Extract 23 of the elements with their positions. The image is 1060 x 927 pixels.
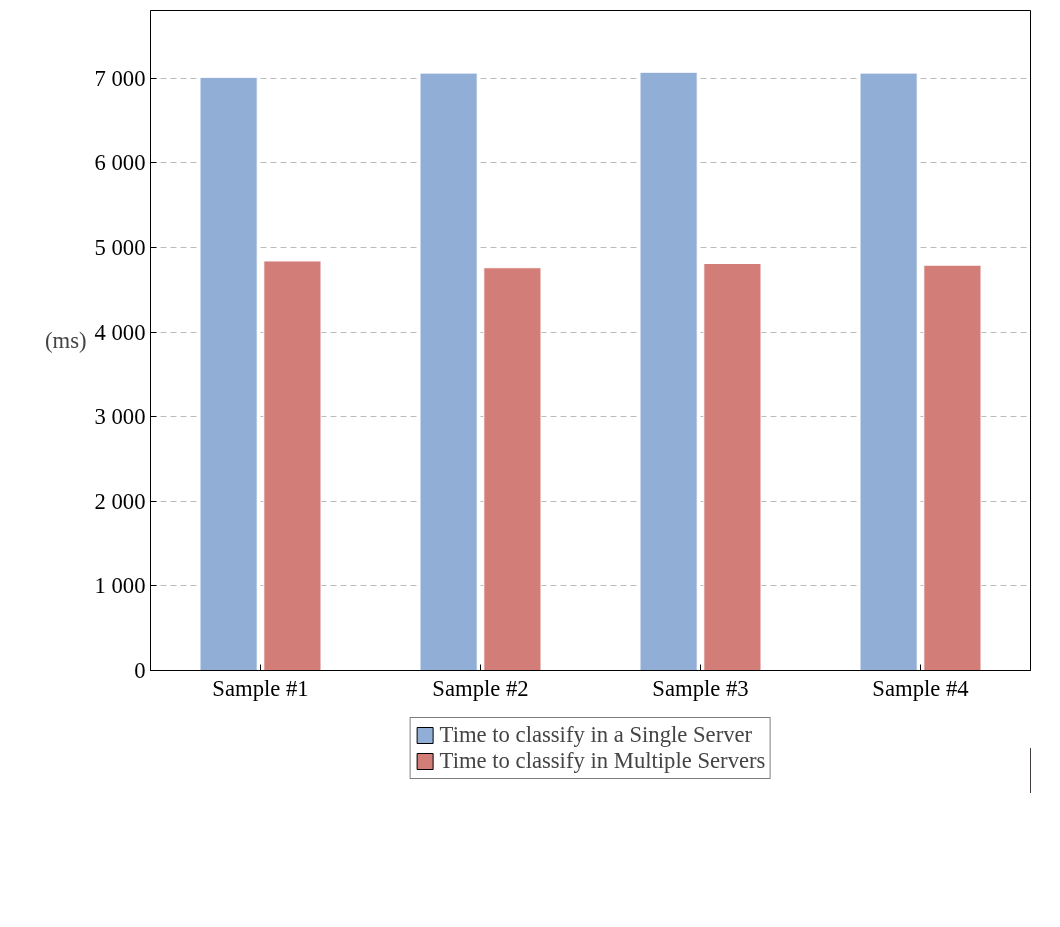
legend-label: Time to classify in Multiple Servers xyxy=(439,748,766,774)
bar xyxy=(483,267,542,671)
x-tick-label: Sample #1 xyxy=(212,675,309,701)
bar xyxy=(923,264,982,671)
y-axis-title: (ms) xyxy=(44,328,87,353)
bar xyxy=(639,71,698,671)
x-tick-label: Sample #2 xyxy=(432,675,529,701)
y-tick-label: 3 000 xyxy=(94,404,146,430)
x-tick-label: Sample #4 xyxy=(872,675,969,701)
bar xyxy=(419,72,478,671)
y-tick-label: 0 xyxy=(134,658,146,683)
x-tick-label: Sample #3 xyxy=(652,675,749,701)
y-tick-label: 4 000 xyxy=(94,319,146,345)
bar xyxy=(263,260,322,671)
bar xyxy=(703,263,762,671)
bar xyxy=(199,76,258,671)
legend-label: Time to classify in a Single Server xyxy=(439,722,753,748)
y-tick-label: 7 000 xyxy=(94,65,146,91)
bar xyxy=(859,72,918,671)
y-tick-label: 2 000 xyxy=(94,488,146,514)
y-tick-label: 6 000 xyxy=(94,150,146,176)
y-tick-label: 1 000 xyxy=(94,573,146,599)
y-tick-label: 5 000 xyxy=(94,234,146,260)
